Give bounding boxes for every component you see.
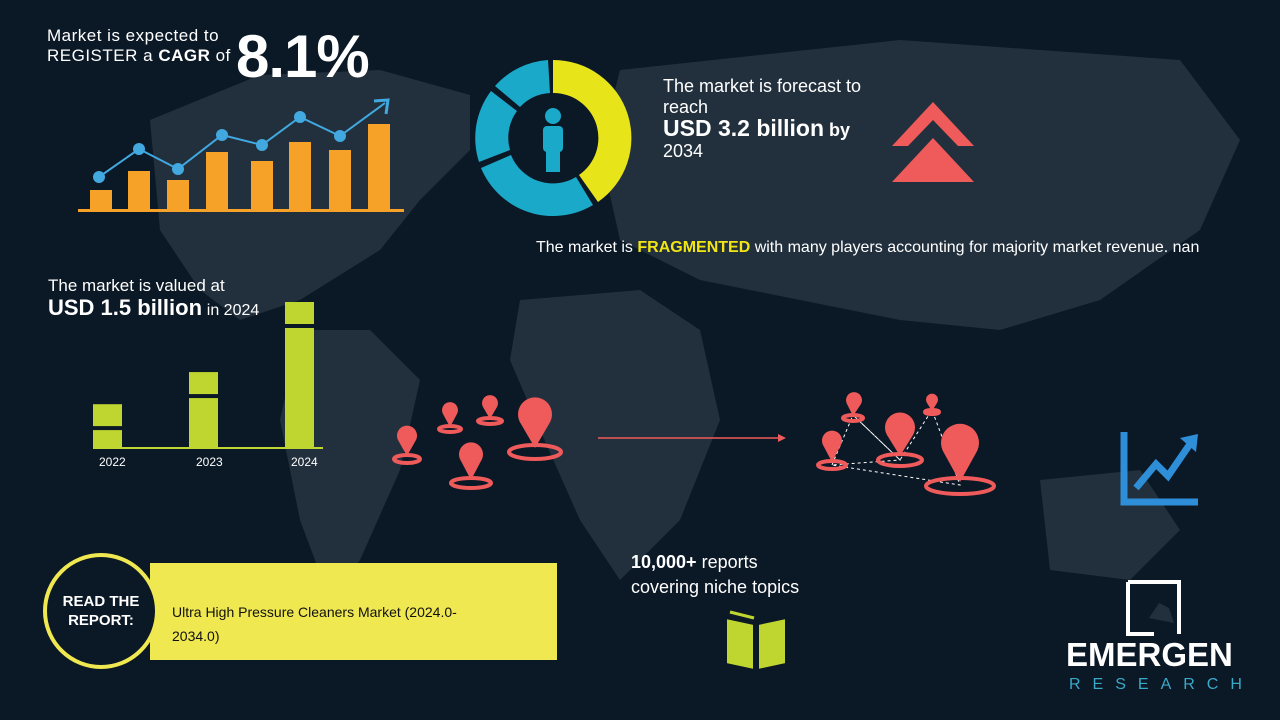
valued-post: in 2024 xyxy=(206,302,260,319)
growth-bar xyxy=(128,171,150,210)
donut-person-icon xyxy=(475,59,632,217)
year-bar xyxy=(189,372,218,448)
valued-text: The market is valued at USD 1.5 billion … xyxy=(48,275,259,322)
cagr-value: 8.1% xyxy=(236,23,370,90)
frag-highlight: FRAGMENTED xyxy=(637,239,751,256)
growth-bar xyxy=(329,150,351,210)
cagr-caption: Market is expected to REGISTER a CAGR of xyxy=(47,26,231,66)
network-pins-icon xyxy=(816,392,996,496)
logo-name: EMERGEN xyxy=(1066,636,1233,673)
forecast-line1: The market is forecast to reach xyxy=(663,76,862,117)
fragmented-text: The market is FRAGMENTED with many playe… xyxy=(536,237,1216,258)
reports-line2: covering niche topics xyxy=(631,577,800,597)
report-title-link[interactable]: Ultra High Pressure Cleaners Market (202… xyxy=(172,604,457,644)
reports-count: 10,000+ xyxy=(631,552,697,572)
year-baseline xyxy=(93,447,323,449)
forecast-by: by xyxy=(829,120,851,140)
growth-bar xyxy=(167,180,189,210)
cagr-line2-post: of xyxy=(210,46,231,65)
arrow-right-icon xyxy=(598,434,786,442)
logo-mark xyxy=(1126,580,1181,636)
frag-pre: The market is xyxy=(536,239,638,256)
year-label: 2024 xyxy=(291,455,318,469)
year-bar-stripe xyxy=(189,394,218,399)
reports-text: 10,000+ reports covering niche topics xyxy=(631,550,799,600)
growth-bar xyxy=(206,152,228,210)
growth-baseline xyxy=(78,209,404,212)
growth-bar xyxy=(289,142,311,210)
read-report-label: READ THE REPORT: xyxy=(62,593,140,629)
location-pin-icon xyxy=(392,395,563,490)
year-label: 2023 xyxy=(196,455,223,469)
year-bar-chart xyxy=(93,302,323,449)
logo-sub: RESEARCH xyxy=(1069,676,1254,693)
year-bar-stripe xyxy=(93,426,122,431)
forecast-text: The market is forecast to reach USD 3.2 … xyxy=(663,76,903,162)
frag-post: with many players accounting for majorit… xyxy=(750,239,1200,256)
growth-bar xyxy=(90,190,112,210)
trend-up-icon xyxy=(1120,432,1198,506)
growth-bar xyxy=(251,161,273,210)
read-report-badge: READ THE REPORT: xyxy=(43,553,159,669)
growth-bar xyxy=(368,124,390,210)
cagr-line1: Market is expected to xyxy=(47,26,220,45)
valued-line1: The market is valued at xyxy=(48,276,225,295)
year-bar xyxy=(285,302,314,448)
year-bar-stripe xyxy=(285,324,314,328)
year-label: 2022 xyxy=(99,455,126,469)
cagr-line2-pre: REGISTER a xyxy=(47,46,159,65)
reports-line1: reports xyxy=(696,552,758,572)
book-icon xyxy=(725,610,787,672)
double-chevron-up-icon xyxy=(892,102,974,182)
forecast-value: USD 3.2 billion xyxy=(663,115,825,141)
forecast-year: 2034 xyxy=(663,141,704,161)
cagr-bold: CAGR xyxy=(158,46,211,65)
report-title-band[interactable] xyxy=(150,563,557,660)
growth-chart-icon xyxy=(78,98,404,212)
valued-value: USD 1.5 billion xyxy=(48,295,203,320)
